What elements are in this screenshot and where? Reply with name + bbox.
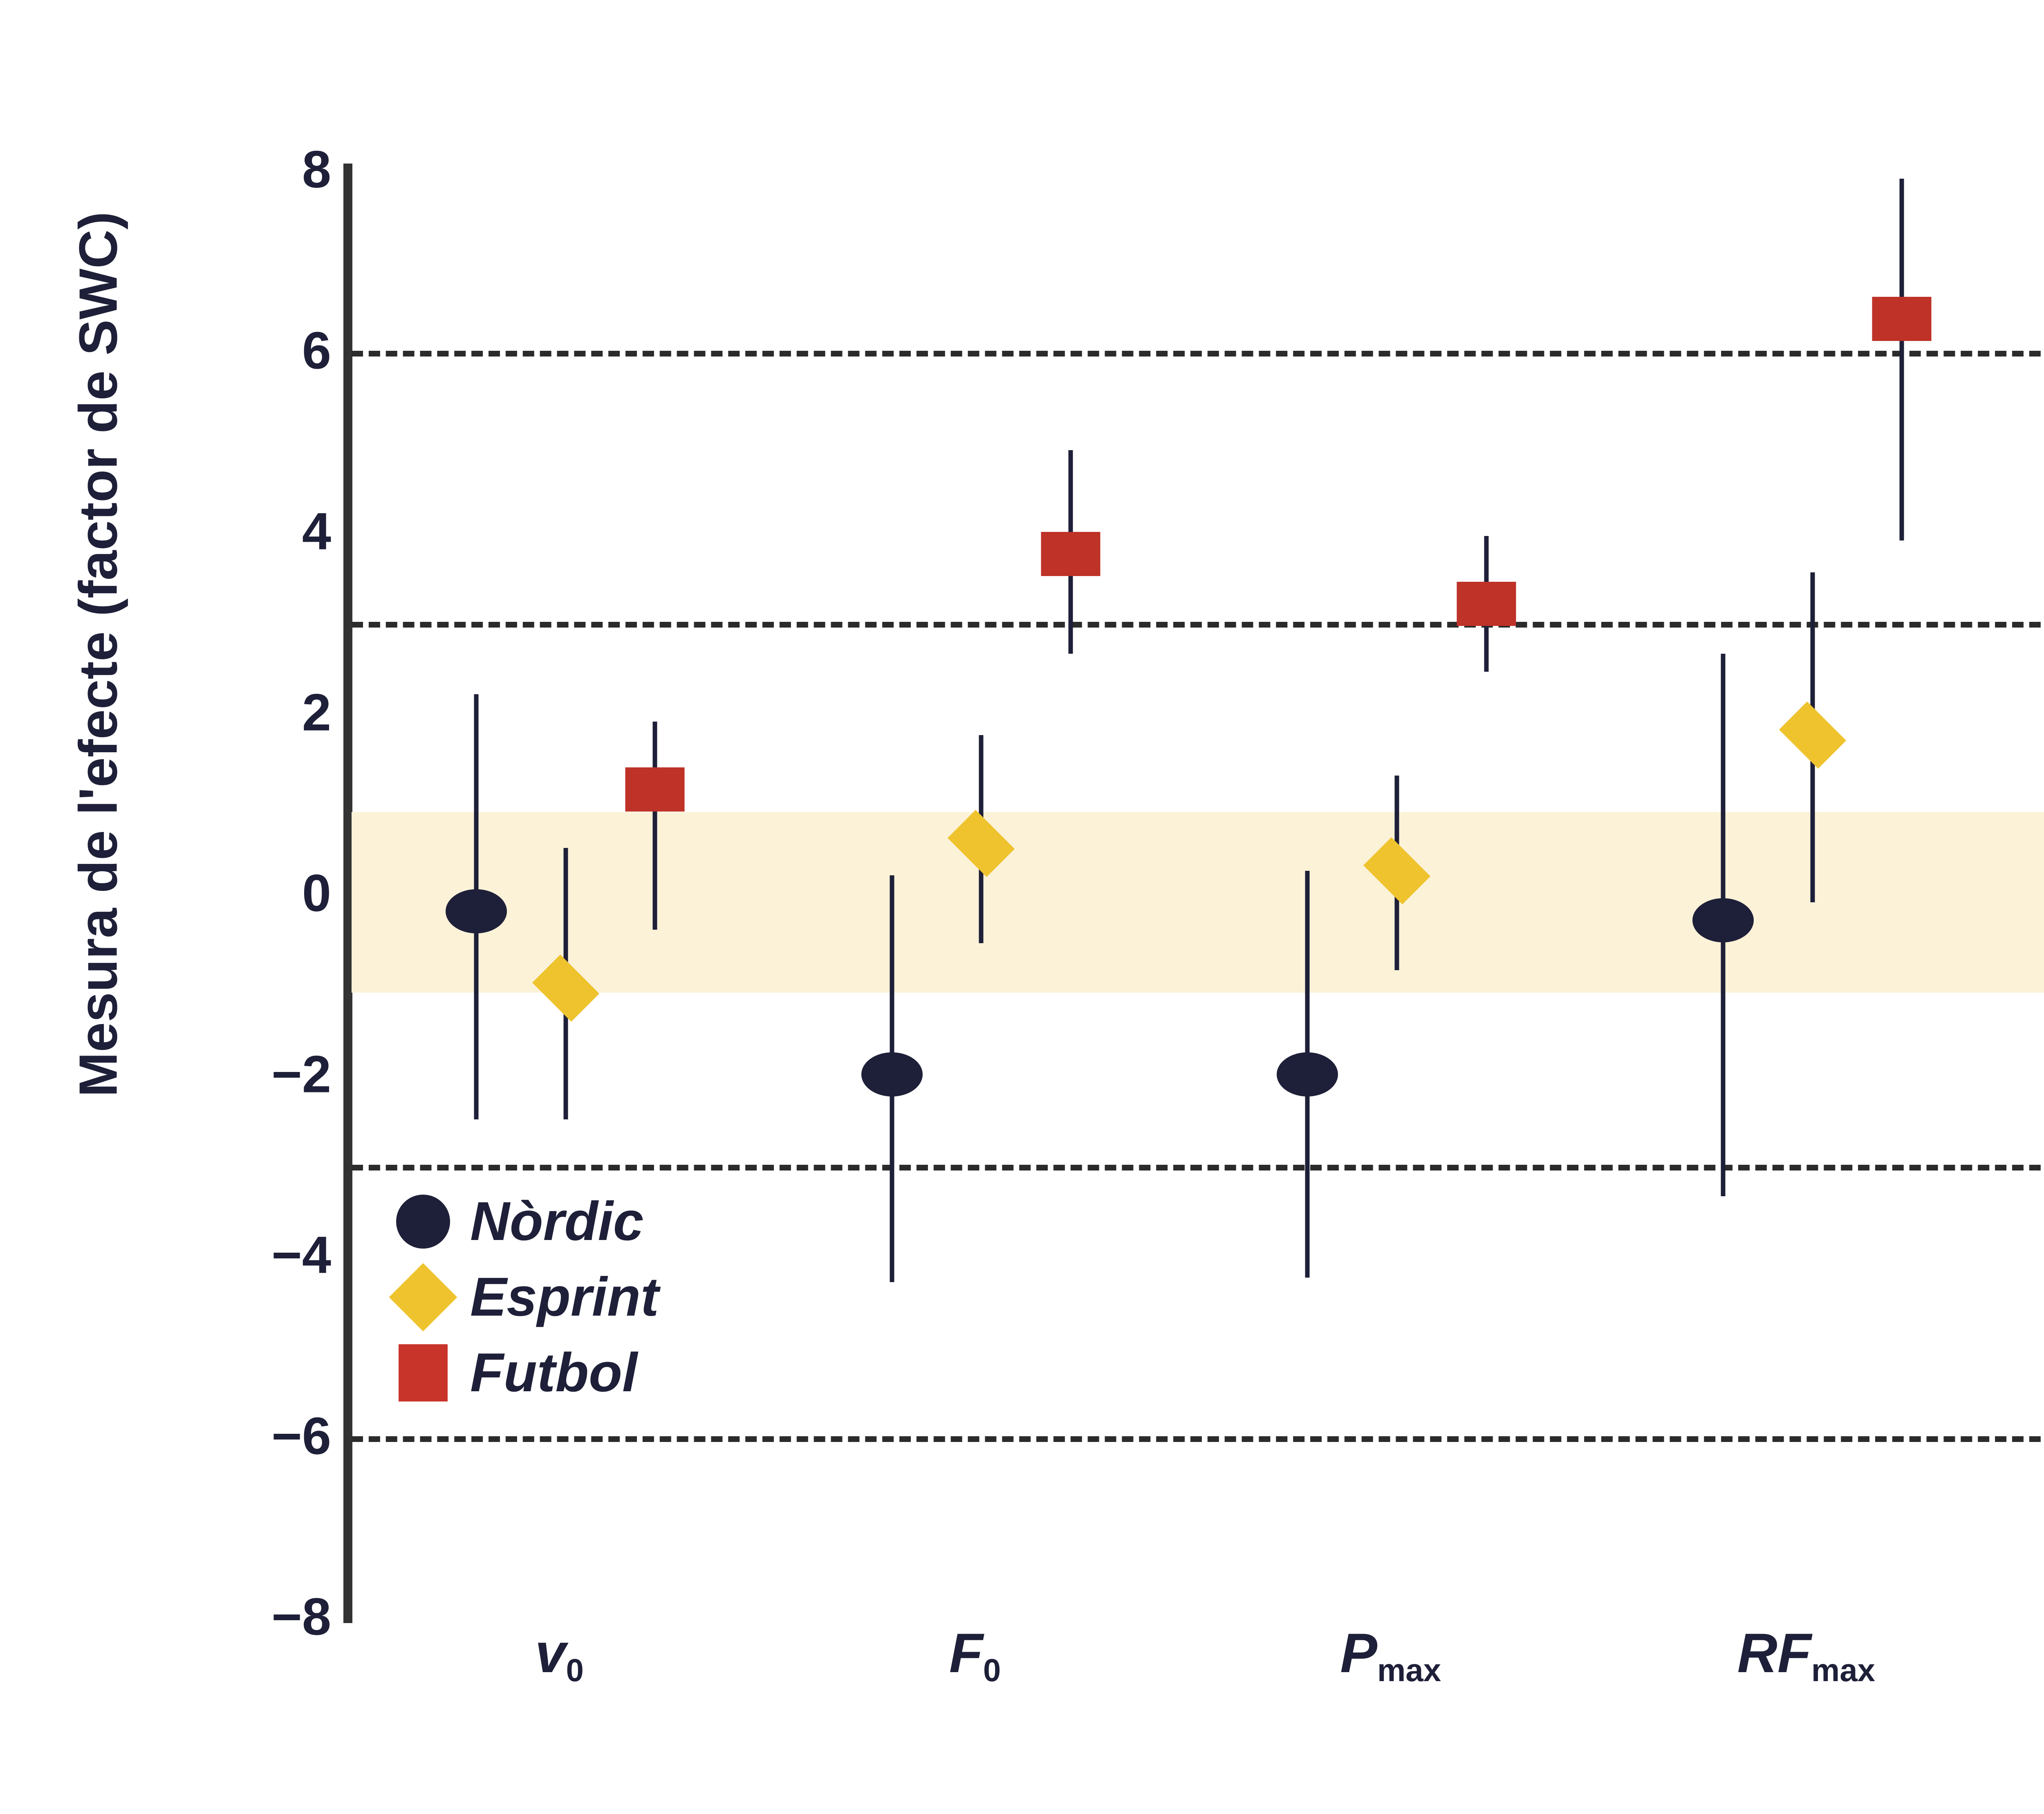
legend-item-label: Esprint: [470, 1267, 659, 1327]
y-tick-label: 2: [302, 683, 331, 742]
data-point-circle[interactable]: [1692, 898, 1754, 943]
plot-area: [352, 170, 2044, 1617]
y-axis-title: Mesura de l'efecte (factor de SWC): [68, 211, 128, 1097]
x-tick-label-RFmax: RFmax: [1737, 1622, 1876, 1688]
threshold-line-neg6: [352, 1436, 2044, 1442]
threshold-line-neg3: [352, 1164, 2044, 1170]
legend-item-label: Futbol: [470, 1342, 638, 1403]
diamond-icon: [376, 1263, 470, 1331]
y-tick-label: −6: [271, 1407, 331, 1465]
circle-icon: [376, 1194, 470, 1249]
x-tick-label-F0: F0: [949, 1622, 1001, 1688]
data-point-circle[interactable]: [446, 889, 507, 934]
data-point-square[interactable]: [1872, 297, 1932, 341]
x-tick-label-v0: v0: [535, 1622, 584, 1688]
y-tick-label: −2: [271, 1045, 331, 1103]
y-tick-label: 8: [302, 140, 331, 199]
data-point-circle[interactable]: [1277, 1052, 1338, 1096]
threshold-line-6: [352, 350, 2044, 357]
error-bar: [652, 721, 657, 930]
y-tick-label: −8: [271, 1588, 331, 1646]
legend: Nòrdic Esprint Futbol: [376, 1184, 785, 1410]
trivial-band: [352, 812, 2044, 993]
y-tick-label: −4: [271, 1226, 331, 1285]
data-point-circle[interactable]: [861, 1052, 923, 1096]
legend-item-label: Nòrdic: [470, 1191, 644, 1252]
y-axis-spine: [343, 164, 352, 1623]
threshold-line-3: [352, 622, 2044, 628]
y-tick-label: 6: [302, 321, 331, 380]
y-tick-label: 4: [302, 502, 331, 561]
x-tick-label-Pmax: Pmax: [1340, 1622, 1441, 1688]
square-icon: [376, 1344, 470, 1401]
y-axis-tick-labels: 8 6 4 2 0 −2 −4 −6 −8: [196, 141, 331, 1646]
x-axis-tick-labels: v0F0PmaxRFmax5m20m: [352, 1625, 2044, 1772]
error-bar: [1899, 179, 1904, 541]
legend-item-nòrdic[interactable]: Nòrdic: [376, 1184, 785, 1259]
legend-item-esprint[interactable]: Esprint: [376, 1259, 785, 1335]
data-point-square[interactable]: [1041, 532, 1100, 576]
y-tick-label: 0: [302, 864, 331, 923]
data-point-square[interactable]: [1457, 582, 1516, 626]
legend-item-futbol[interactable]: Futbol: [376, 1335, 785, 1410]
data-point-diamond[interactable]: [1779, 701, 1846, 769]
data-point-square[interactable]: [625, 767, 685, 812]
